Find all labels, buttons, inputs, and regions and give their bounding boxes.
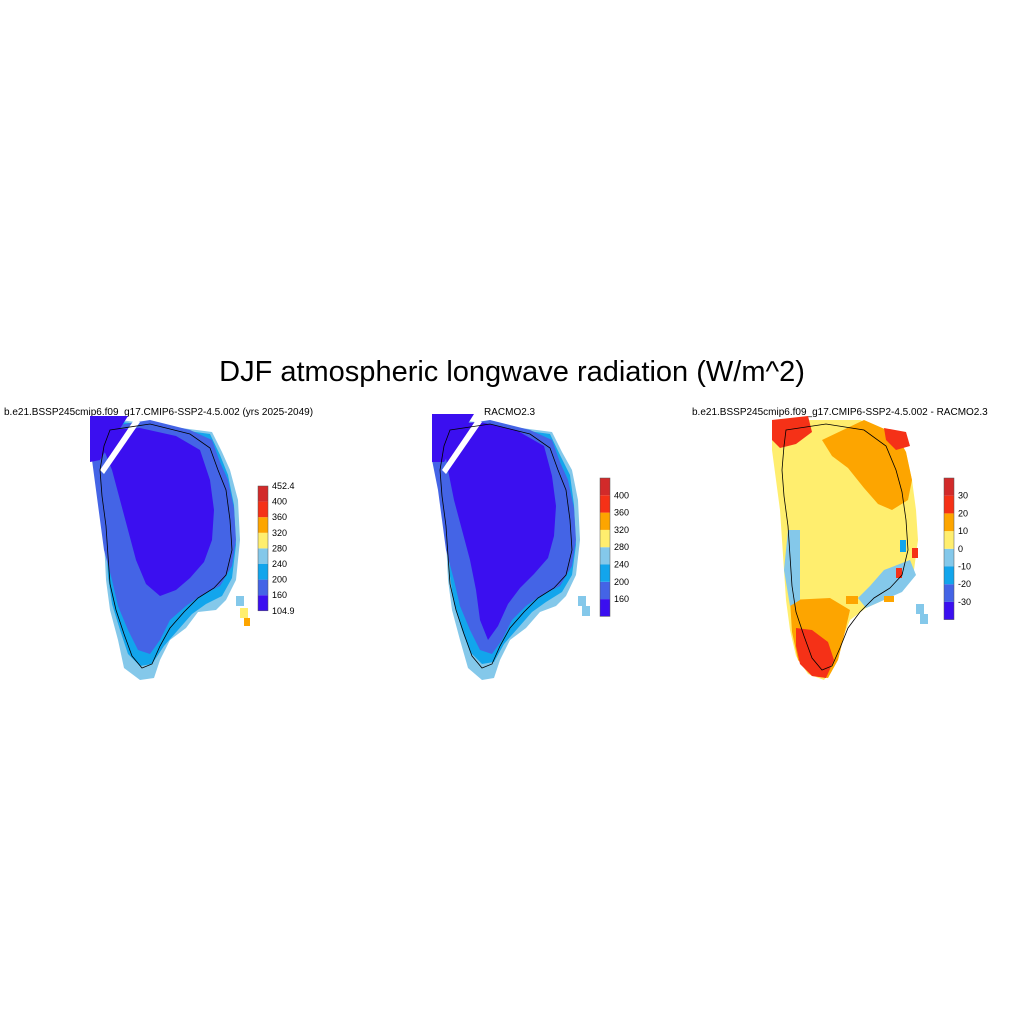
map-racmo-interior — [444, 422, 556, 640]
colorbar-label: 400 — [614, 490, 629, 500]
colorbar-label: 280 — [614, 542, 629, 552]
colorbar-model: 104.9 160 200 240 280 320 360 400 452.4 — [257, 481, 295, 616]
map-diff-west-coast — [784, 530, 800, 606]
colorbar-label: 104.9 — [272, 606, 295, 616]
colorbar-label: 280 — [272, 543, 287, 553]
map-diff-island-1 — [916, 604, 924, 614]
map-racmo-island-2 — [582, 606, 590, 616]
map-model-island-2 — [240, 608, 248, 618]
map-diff-cell-1 — [900, 540, 906, 552]
colorbar-swatch — [258, 564, 268, 580]
colorbar-frame — [599, 477, 611, 617]
colorbar-swatch — [600, 512, 610, 530]
colorbar-difference: -30 -20 -10 0 10 20 30 — [943, 477, 971, 620]
colorbar-label: 200 — [272, 575, 287, 585]
colorbar-label: 360 — [614, 508, 629, 518]
map-racmo — [432, 414, 590, 680]
map-model-island-1 — [236, 596, 244, 606]
colorbar-swatch — [600, 478, 610, 496]
colorbar-label: 20 — [958, 508, 968, 518]
colorbar-label: -30 — [958, 597, 971, 607]
colorbar-swatch — [600, 599, 610, 617]
colorbar-swatch — [258, 501, 268, 518]
colorbar-label: 452.4 — [272, 481, 295, 491]
colorbar-swatch — [258, 532, 268, 549]
map-model — [90, 416, 250, 680]
colorbar-swatch — [944, 478, 954, 496]
colorbar-swatch — [600, 529, 610, 548]
panel-2-title: RACMO2.3 — [484, 407, 536, 418]
colorbar-label: 240 — [272, 559, 287, 569]
map-model-nw-patch — [90, 416, 128, 462]
colorbar-label: 160 — [614, 594, 629, 604]
colorbar-swatch — [258, 486, 268, 502]
colorbar-swatch — [258, 579, 268, 596]
colorbar-swatch — [600, 564, 610, 582]
colorbar-label: 320 — [614, 525, 629, 535]
colorbar-frame — [257, 485, 269, 612]
colorbar-swatch — [258, 517, 268, 533]
colorbar-label: 320 — [272, 528, 287, 538]
colorbar-racmo: 160 200 240 280 320 360 400 — [599, 477, 629, 617]
colorbar-swatch — [600, 581, 610, 600]
map-diff-coastline — [781, 423, 909, 671]
map-model-interior — [104, 428, 214, 596]
colorbar-label: 0 — [958, 544, 963, 554]
panel-3-title: b.e21.BSSP245cmip6.f09_g17.CMIP6-SSP2-4.… — [692, 407, 988, 418]
colorbar-swatch — [944, 513, 954, 532]
map-diff-cell-4 — [884, 596, 894, 602]
colorbar-label: -20 — [958, 579, 971, 589]
map-diff-cell-2 — [896, 568, 902, 578]
colorbar-swatch — [944, 531, 954, 549]
map-racmo-nw-patch — [432, 414, 474, 462]
colorbar-label: 160 — [272, 590, 287, 600]
map-model-nw-gap — [100, 420, 140, 474]
colorbar-swatch — [944, 548, 954, 567]
map-racmo-coastline — [439, 423, 573, 669]
map-diff-north-coast — [772, 416, 812, 448]
colorbar-label: -10 — [958, 562, 971, 572]
colorbar-swatch — [600, 547, 610, 565]
colorbar-label: 240 — [614, 560, 629, 570]
map-racmo-nw-gap — [442, 420, 482, 474]
colorbar-frame — [943, 477, 955, 620]
colorbar-label: 360 — [272, 512, 287, 522]
colorbar-swatch — [944, 584, 954, 602]
map-diff-cell-5 — [846, 596, 858, 604]
colorbar-label: 400 — [272, 497, 287, 507]
colorbar-swatch — [944, 495, 954, 514]
panel-1-title: b.e21.BSSP245cmip6.f09_g17.CMIP6-SSP2-4.… — [4, 407, 314, 418]
figure-title: DJF atmospheric longwave radiation (W/m^… — [219, 356, 805, 388]
colorbar-swatch — [258, 548, 268, 564]
colorbar-swatch — [944, 566, 954, 585]
colorbar-label: 200 — [614, 577, 629, 587]
map-racmo-island-1 — [578, 596, 586, 606]
map-diff-cell-3 — [912, 548, 918, 558]
map-model-island-3 — [244, 618, 250, 626]
colorbar-swatch — [600, 495, 610, 513]
colorbar-swatch — [258, 595, 268, 611]
colorbar-label: 30 — [958, 491, 968, 501]
map-diff-ne-corner — [884, 428, 910, 450]
colorbar-label: 10 — [958, 526, 968, 536]
map-model-coastline — [99, 423, 233, 669]
map-diff-island-2 — [920, 614, 928, 624]
map-difference — [772, 416, 928, 680]
colorbar-swatch — [944, 601, 954, 620]
